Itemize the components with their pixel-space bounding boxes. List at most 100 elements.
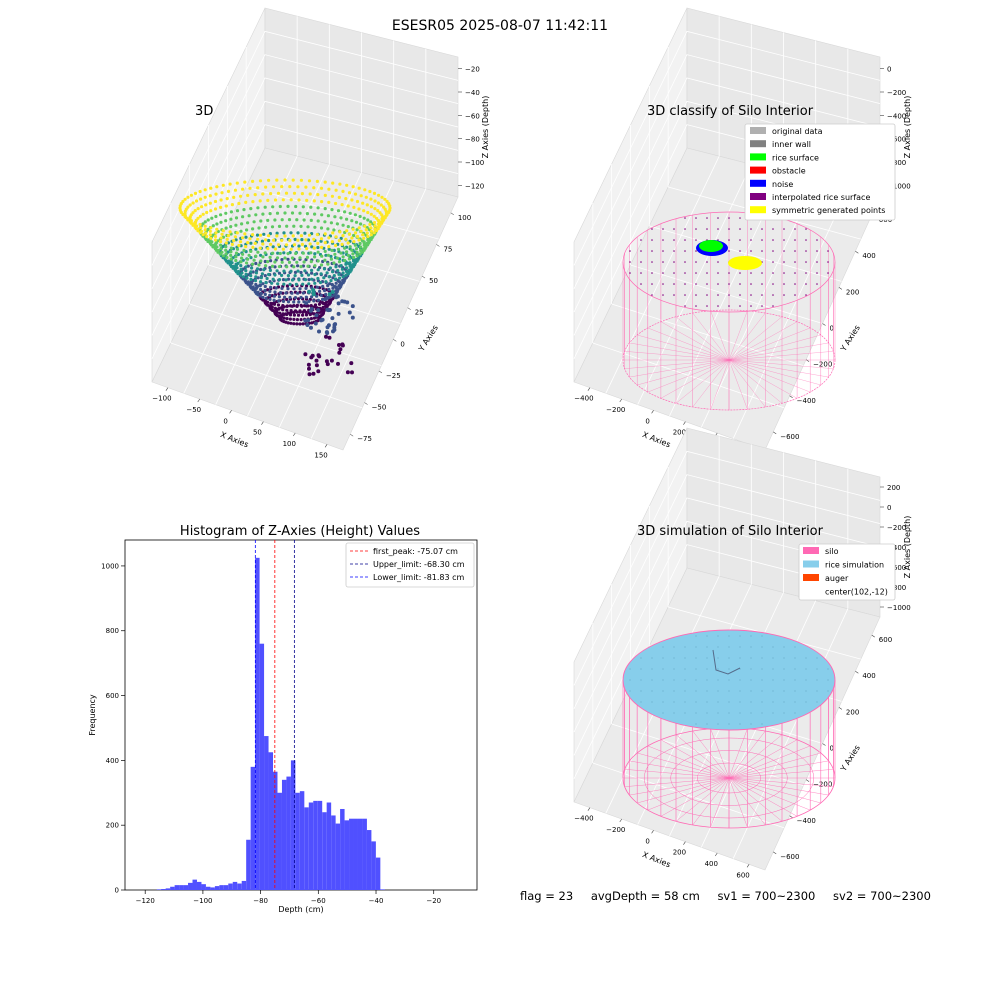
chart2-interp-point (684, 261, 686, 263)
chart1-point (369, 229, 373, 233)
chart1-point (268, 232, 272, 236)
chart4-rice-point (739, 635, 741, 637)
chart3-bar (179, 885, 184, 890)
chart1-point (345, 229, 349, 233)
chart2-x-tick-label: −200 (606, 406, 625, 414)
chart1-point (335, 256, 339, 260)
chart1-point (314, 313, 319, 318)
chart3-bar (277, 792, 282, 890)
chart1-point (332, 228, 336, 232)
chart1-point (254, 282, 258, 287)
chart1-point (268, 268, 272, 272)
chart2-interp-point (739, 294, 741, 296)
chart1-point (209, 186, 213, 190)
chart1-point (273, 218, 277, 222)
chart1-point (323, 193, 327, 197)
chart1-point (234, 255, 238, 259)
chart1-point (216, 239, 220, 243)
chart1-point (326, 253, 330, 257)
chart1-point (303, 352, 308, 357)
chart1-point (326, 323, 331, 328)
chart2-interp-point (706, 294, 708, 296)
chart1-point (319, 272, 323, 276)
chart1-point (271, 251, 275, 255)
chart1-point (337, 260, 342, 264)
chart4-rice-point (717, 723, 719, 725)
chart1-point (211, 243, 215, 247)
chart2-interp-point (651, 261, 653, 263)
chart1-point (219, 220, 223, 224)
chart1-point (302, 309, 306, 313)
chart1-point (287, 260, 292, 264)
chart1-point (271, 245, 275, 249)
chart1-point (331, 181, 335, 185)
chart1-point (264, 185, 268, 189)
chart1-point (339, 264, 343, 268)
chart1-point (309, 205, 313, 209)
chart1-point (215, 227, 219, 231)
chart2-interp-point (717, 217, 719, 219)
chart1-point (345, 269, 349, 274)
chart4-rice-point (695, 657, 697, 659)
chart1-point (344, 262, 348, 266)
chart2-interp-point (695, 261, 697, 263)
chart1-point (334, 285, 338, 289)
chart2-interp-point (805, 294, 807, 296)
chart1-point (290, 291, 294, 295)
chart1-point (354, 220, 359, 224)
chart1-point (280, 260, 284, 264)
chart1-point (284, 243, 289, 247)
chart1-point (310, 245, 314, 249)
chart1-z-tick-label: −40 (465, 89, 480, 97)
chart1-y-axis-label: Y Axies (416, 324, 440, 354)
chart1-point (297, 198, 301, 202)
chart1-x-tick (293, 432, 296, 437)
chart1-point (244, 200, 248, 204)
chart3-bar (183, 885, 189, 890)
chart1-point (289, 198, 293, 202)
chart4-rice-point (673, 701, 675, 703)
chart2-interp-point (783, 228, 785, 230)
chart1-point (317, 329, 321, 334)
chart1-point (296, 185, 300, 189)
chart4-cylinder-spoke (629, 760, 730, 779)
chart1-point (349, 361, 354, 366)
chart1-point (334, 188, 338, 192)
chart2-interp-point (827, 261, 829, 263)
chart3-bar (246, 839, 251, 890)
chart1-point (199, 197, 203, 201)
chart4-rice-point (783, 657, 785, 659)
chart1-point (191, 201, 195, 205)
chart1-point (205, 234, 209, 239)
chart2-interp-point (783, 272, 785, 274)
chart2-interp-point (827, 272, 829, 274)
chart1-grid-wall (151, 54, 459, 289)
chart2-interp-point (717, 228, 719, 230)
chart1-point (299, 265, 303, 269)
chart1-point (340, 242, 344, 246)
chart1-point (348, 264, 352, 268)
chart1-point (283, 211, 287, 215)
chart1-point (198, 214, 202, 218)
chart4-rice-point (728, 701, 730, 703)
chart2-legend-label: symmetric generated points (772, 206, 885, 215)
chart2-y-axis-label: Y Axies (838, 324, 862, 354)
chart2-interp-point (695, 250, 697, 252)
chart1-point (183, 215, 187, 219)
chart2-interp-point (640, 250, 642, 252)
chart1-point (384, 209, 388, 213)
chart4-rice-point (706, 657, 708, 659)
chart2-interp-point (761, 272, 763, 274)
chart1-point (292, 224, 296, 228)
chart1-point (327, 287, 331, 292)
chart1-point (312, 299, 316, 303)
chart1-point (341, 189, 345, 193)
chart3-bar (290, 760, 296, 890)
chart1-point (277, 278, 282, 282)
chart2-interp-point (717, 283, 719, 285)
chart1-point (289, 269, 293, 273)
chart1-point (229, 210, 233, 214)
chart1-point (206, 218, 210, 222)
chart1-point (336, 361, 340, 366)
chart1-point (219, 198, 223, 202)
